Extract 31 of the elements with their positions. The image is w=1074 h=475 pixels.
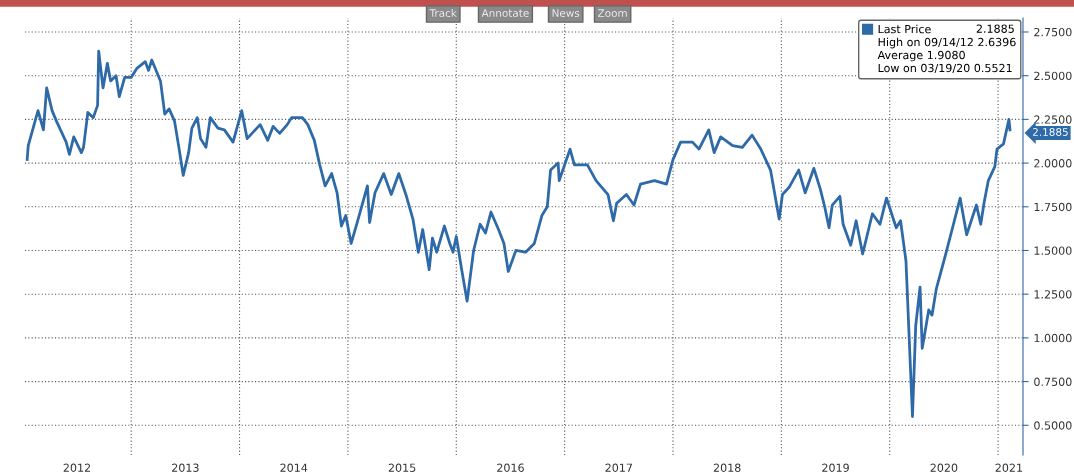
annotation: 2.1885 [976, 24, 1014, 33]
x-tick-label: 2020 [930, 463, 958, 472]
x-tick-label: 2018 [713, 463, 741, 472]
y-tick-label: 1.7500 [1034, 202, 1072, 212]
y-tick-label: 1.0000 [1034, 333, 1072, 343]
text: News [552, 9, 580, 18]
y-tick-label: 2.0000 [1034, 159, 1072, 168]
x-tick-label: 2016 [497, 463, 524, 472]
annotation: Average 1.9080 [877, 50, 965, 62]
annotation: Low on 03/19/20 0.5521 [878, 63, 1012, 74]
annotation: High on 09/14/12 2.6396 [878, 37, 1016, 49]
text: Annotate [481, 9, 529, 18]
y-tick-label: 2.2500 [1034, 115, 1072, 124]
x-tick-label: 2012 [63, 463, 91, 472]
text: Track [429, 8, 457, 18]
x-tick-label: 2014 [280, 463, 308, 472]
line-series [25, 49, 1012, 418]
legend-label: Last Price [878, 24, 931, 34]
x-tick-label: 2015 [388, 463, 416, 472]
text: Zoom [598, 9, 627, 18]
x-tick-label: 2017 [605, 463, 632, 472]
y-tick-label: 2.5000 [1034, 71, 1072, 81]
y-tick-label: 0.7500 [1034, 377, 1072, 386]
x-tick-label: 2013 [172, 463, 199, 472]
y-tick-label: 1.5000 [1034, 246, 1072, 255]
x-tick-label: 2019 [822, 463, 849, 472]
y-tick-label: 1.2500 [1034, 290, 1072, 299]
annotation: 2.1885 [1032, 128, 1068, 136]
y-tick-label: 2.7500 [1034, 27, 1072, 37]
x-tick-label: 2021 [995, 463, 1023, 472]
y-tick-label: 0.5000 [1034, 421, 1072, 430]
